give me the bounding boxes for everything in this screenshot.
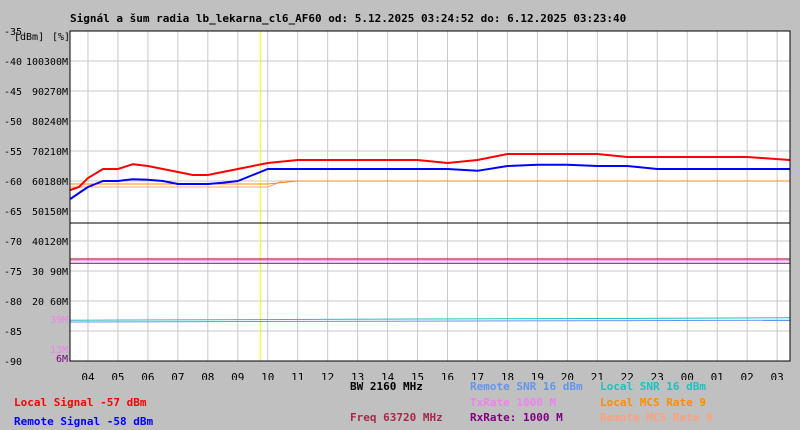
y-tick-percent: 50 — [32, 207, 44, 218]
y-tick-rate: 240M — [44, 117, 68, 128]
y-tick-percent: 80 — [32, 117, 44, 128]
x-tick-label: 13 — [351, 371, 364, 380]
x-tick-label: 19 — [531, 371, 544, 380]
x-tick-label: 01 — [711, 371, 724, 380]
y-tick-rate: 60M — [50, 297, 68, 308]
y-axis-label-percent: [%] — [52, 32, 70, 43]
legend-remote-snr: Remote SNR 16 dBm — [470, 380, 583, 393]
legend-bw: BW 2160 MHz — [350, 380, 423, 393]
x-tick-label: 14 — [381, 371, 395, 380]
x-tick-label: 22 — [621, 371, 634, 380]
x-tick-label: 15 — [411, 371, 424, 380]
y-tick-dbm: -60 — [4, 177, 22, 188]
y-tick-dbm: -35 — [4, 27, 22, 38]
x-tick-label: 20 — [561, 371, 574, 380]
y-tick-rate: 270M — [44, 87, 68, 98]
x-tick-label: 04 — [81, 371, 95, 380]
legend-local-snr: Local SNR 16 dBm — [600, 380, 706, 393]
series-layer — [69, 31, 790, 361]
remote-signal-line — [69, 163, 790, 200]
x-tick-label: 09 — [231, 371, 244, 380]
plot-frame — [69, 30, 791, 362]
y-tick-rate-lower: 39M — [50, 315, 68, 326]
x-tick-label: 05 — [111, 371, 124, 380]
y-tick-percent: 100 — [26, 57, 44, 68]
y-tick-percent: 40 — [32, 237, 44, 248]
y-tick-rate: 300M — [44, 57, 68, 68]
x-tick-label: 08 — [201, 371, 214, 380]
y-tick-rate: 120M — [44, 237, 68, 248]
y-tick-percent: 30 — [32, 267, 44, 278]
y-tick-dbm: -80 — [4, 297, 22, 308]
legend-freq: Freq 63720 MHz — [350, 411, 443, 424]
chart-title: Signál a šum radia lb_lekarna_cl6_AF60 o… — [70, 12, 626, 25]
y-tick-dbm: -75 — [4, 267, 22, 278]
grid — [70, 31, 790, 361]
y-tick-rate: 150M — [44, 207, 68, 218]
plot-area — [70, 31, 790, 361]
signal-noise-chart: Signál a šum radia lb_lekarna_cl6_AF60 o… — [4, 12, 791, 380]
y-tick-dbm: -70 — [4, 237, 22, 248]
x-tick-label: 17 — [471, 371, 484, 380]
x-tick-label: 03 — [770, 371, 783, 380]
x-tick-label: 02 — [741, 371, 754, 380]
y-tick-dbm: -50 — [4, 117, 22, 128]
x-tick-label: 23 — [651, 371, 664, 380]
local-signal-line — [69, 153, 790, 191]
y-tick-percent: 90 — [32, 87, 44, 98]
y-axis-labels: -35 -40 -45 -50 -55 -60 -65 -70 -75 -80 -85 -90 100 9… — [4, 27, 70, 368]
x-tick-label: 00 — [681, 371, 694, 380]
y-tick-rate: 90M — [50, 267, 68, 278]
legend-local-mcs: Local MCS Rate 9 — [600, 396, 706, 409]
x-axis-labels: 04 05 06 07 08 09 10 11 12 13 14 15 16 17 18 19 20 21 22 23… — [81, 371, 783, 380]
y-tick-rate-lower: 13M — [50, 345, 68, 356]
legend-remote-mcs: Remote MCS Rate 9 — [600, 411, 713, 424]
local-snr-line — [70, 317, 790, 321]
y-tick-dbm: -90 — [4, 357, 22, 368]
y-tick-percent: 70 — [32, 147, 44, 158]
y-axis-label-dbm: [dBm] — [14, 32, 44, 43]
y-tick-dbm: -85 — [4, 327, 22, 338]
x-tick-label: 18 — [501, 371, 514, 380]
legend-txrate: TxRate 1000 M — [470, 396, 557, 409]
y-tick-dbm: -65 — [4, 207, 22, 218]
y-tick-rate-lower: 6M — [56, 354, 68, 365]
y-tick-percent: 20 — [32, 297, 44, 308]
x-tick-label: 12 — [321, 371, 334, 380]
x-tick-label: 10 — [261, 371, 274, 380]
y-tick-dbm: -40 — [4, 57, 22, 68]
y-tick-dbm: -45 — [4, 87, 22, 98]
x-tick-label: 21 — [591, 371, 604, 380]
legend-local-signal: Local Signal -57 dBm — [14, 396, 147, 409]
y-tick-rate: 180M — [44, 177, 68, 188]
x-tick-label: 11 — [291, 371, 304, 380]
x-tick-label: 07 — [171, 371, 184, 380]
y-tick-rate: 210M — [44, 147, 68, 158]
legend-remote-signal: Remote Signal -58 dBm — [14, 415, 154, 428]
legend-rxrate: RxRate: 1000 M — [470, 411, 563, 424]
y-tick-dbm: -55 — [4, 147, 22, 158]
remote-snr-line — [70, 319, 790, 323]
y-tick-percent: 60 — [32, 177, 44, 188]
x-tick-label: 06 — [141, 371, 154, 380]
x-tick-label: 16 — [441, 371, 454, 380]
local-mcs-line — [70, 180, 790, 185]
